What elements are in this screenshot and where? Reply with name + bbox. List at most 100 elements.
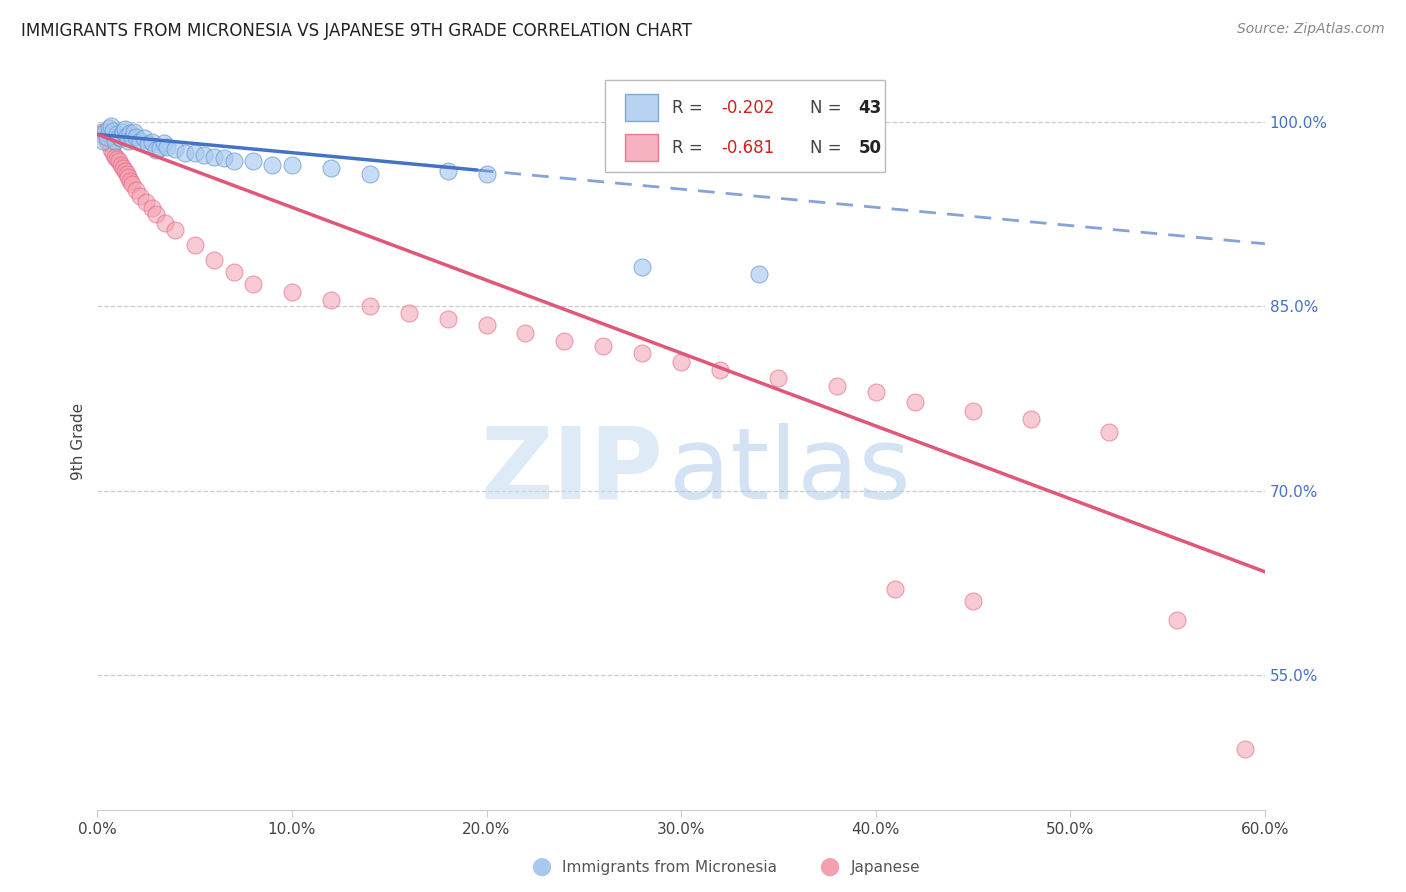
Point (105, 128, 128, 142)
Point (101, 124, 124, 138)
Point (515, 326, 537, 341)
FancyBboxPatch shape (605, 80, 886, 172)
Point (96, 129, 118, 144)
Point (145, 144, 167, 158)
Point (98, 136, 121, 150)
Point (768, 370, 790, 384)
Point (865, 385, 887, 400)
Point (1166, 613, 1188, 627)
Point (91, 134, 114, 148)
Point (592, 339, 614, 353)
Text: -0.681: -0.681 (721, 138, 775, 157)
Point (125, 129, 148, 144)
Point (105, 152, 128, 166)
Point (222, 154, 245, 169)
Point (114, 122, 136, 136)
Point (115, 167, 138, 181)
Point (98, 121, 121, 136)
Point (962, 404, 984, 418)
Point (141, 135, 163, 149)
Point (436, 311, 458, 326)
Point (709, 363, 731, 377)
Point (1021, 412, 1043, 426)
FancyBboxPatch shape (626, 134, 658, 161)
Point (104, 134, 127, 148)
Point (141, 201, 163, 215)
Text: Japanese: Japanese (851, 860, 921, 874)
Point (117, 134, 139, 148)
Text: Immigrants from Micronesia: Immigrants from Micronesia (562, 860, 778, 874)
Point (100, 142, 122, 156)
Point (132, 131, 155, 145)
Point (94, 125, 117, 139)
Point (111, 161, 134, 175)
Point (117, 170, 139, 185)
Point (183, 238, 205, 252)
Text: ⬤: ⬤ (531, 858, 551, 876)
Point (748, 268, 770, 282)
Point (193, 148, 215, 162)
Text: atlas: atlas (669, 423, 911, 519)
Point (202, 149, 225, 163)
Point (124, 125, 146, 139)
Point (165, 223, 187, 237)
Point (115, 128, 138, 143)
Point (107, 154, 129, 169)
Point (90, 128, 112, 142)
Point (904, 395, 927, 409)
Point (129, 134, 152, 148)
Text: R =: R = (672, 138, 707, 157)
Point (165, 142, 187, 156)
Text: R =: R = (672, 99, 707, 117)
Point (359, 299, 381, 313)
Point (202, 252, 225, 267)
Point (319, 293, 342, 308)
Point (96, 134, 118, 148)
Text: ZIP: ZIP (481, 423, 664, 519)
Point (669, 354, 692, 368)
Point (129, 189, 152, 203)
Point (1098, 425, 1121, 439)
Point (135, 194, 157, 209)
Point (149, 141, 172, 155)
Point (120, 174, 142, 188)
Point (1234, 741, 1257, 756)
Point (94, 129, 117, 144)
Point (962, 594, 984, 608)
Point (262, 158, 284, 172)
Point (114, 164, 136, 178)
Point (884, 582, 907, 596)
Text: N =: N = (810, 99, 846, 117)
Point (155, 216, 177, 230)
Text: ⬤: ⬤ (820, 858, 839, 876)
Point (101, 145, 124, 160)
Text: Source: ZipAtlas.com: Source: ZipAtlas.com (1237, 22, 1385, 37)
Point (475, 318, 498, 332)
Point (111, 125, 134, 139)
Point (281, 158, 304, 172)
Point (212, 151, 235, 165)
Point (436, 164, 458, 178)
Point (110, 131, 132, 145)
Point (222, 265, 245, 279)
Point (125, 183, 148, 197)
Point (104, 149, 127, 163)
Point (183, 145, 205, 160)
Point (90, 125, 112, 139)
Point (110, 158, 132, 172)
Text: 43: 43 (859, 99, 882, 117)
Point (120, 126, 142, 140)
Point (319, 161, 342, 175)
Point (107, 129, 129, 144)
Point (121, 131, 143, 145)
Point (136, 137, 159, 152)
Text: 50: 50 (859, 138, 882, 157)
Point (156, 139, 179, 153)
Point (553, 334, 575, 348)
Point (281, 285, 304, 299)
Point (152, 136, 174, 150)
Point (359, 167, 381, 181)
Text: N =: N = (810, 138, 846, 157)
FancyBboxPatch shape (626, 95, 658, 121)
Text: IMMIGRANTS FROM MICRONESIA VS JAPANESE 9TH GRADE CORRELATION CHART: IMMIGRANTS FROM MICRONESIA VS JAPANESE 9… (21, 22, 692, 40)
